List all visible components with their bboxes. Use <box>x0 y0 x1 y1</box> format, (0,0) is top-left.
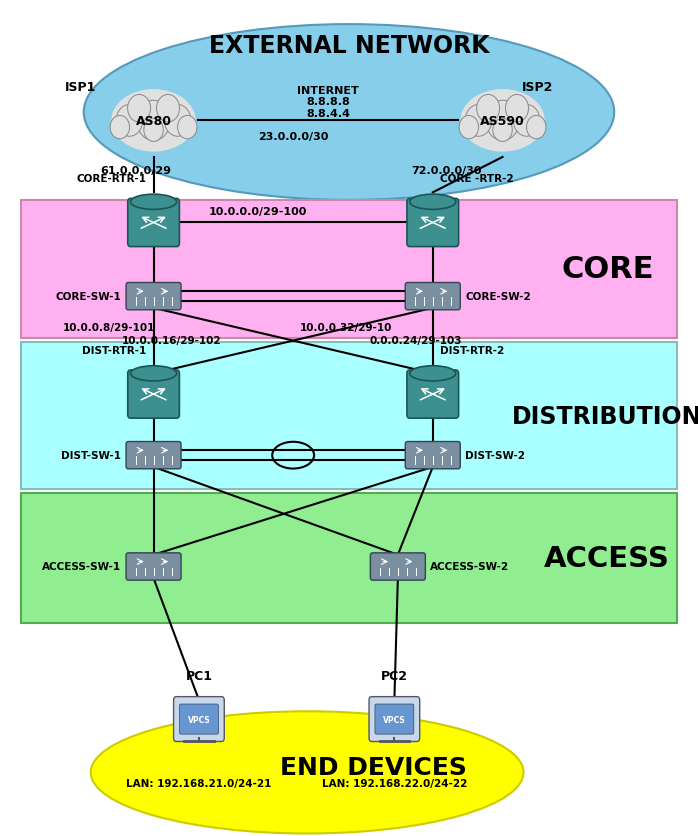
FancyBboxPatch shape <box>126 442 181 469</box>
Ellipse shape <box>131 366 177 381</box>
FancyBboxPatch shape <box>21 343 677 489</box>
Circle shape <box>128 95 151 123</box>
Text: 23.0.0.0/30: 23.0.0.0/30 <box>258 132 328 142</box>
Circle shape <box>477 95 500 123</box>
Ellipse shape <box>112 90 195 152</box>
Text: VPCS: VPCS <box>188 715 210 724</box>
FancyBboxPatch shape <box>407 199 459 247</box>
Circle shape <box>526 116 546 140</box>
Text: ACCESS-SW-2: ACCESS-SW-2 <box>430 562 510 572</box>
Text: AS80: AS80 <box>135 115 172 128</box>
FancyBboxPatch shape <box>128 370 179 419</box>
FancyBboxPatch shape <box>128 199 179 247</box>
Ellipse shape <box>410 366 456 381</box>
Circle shape <box>493 119 512 142</box>
Text: ACCESS: ACCESS <box>544 544 670 573</box>
Text: LAN: 192.168.22.0/24-22: LAN: 192.168.22.0/24-22 <box>322 778 467 788</box>
FancyBboxPatch shape <box>406 442 460 469</box>
Text: AS590: AS590 <box>480 115 525 128</box>
Circle shape <box>117 105 142 137</box>
Ellipse shape <box>461 90 544 152</box>
Text: ISP2: ISP2 <box>522 81 553 94</box>
Ellipse shape <box>410 195 456 210</box>
Text: VPCS: VPCS <box>383 715 406 724</box>
Text: ACCESS-SW-1: ACCESS-SW-1 <box>42 562 121 572</box>
Text: 0.0.0.24/29-103: 0.0.0.24/29-103 <box>370 335 463 345</box>
Circle shape <box>486 101 519 141</box>
Text: CORE-SW-1: CORE-SW-1 <box>55 292 121 302</box>
Text: END DEVICES: END DEVICES <box>280 756 467 779</box>
Circle shape <box>156 95 179 123</box>
Text: DISTRIBUTION: DISTRIBUTION <box>512 405 698 428</box>
Text: 10.0.0.16/29-102: 10.0.0.16/29-102 <box>122 335 222 345</box>
Ellipse shape <box>91 711 524 833</box>
Text: CORE: CORE <box>561 255 653 283</box>
Circle shape <box>466 105 491 137</box>
FancyBboxPatch shape <box>126 283 181 310</box>
Circle shape <box>177 116 197 140</box>
FancyBboxPatch shape <box>371 553 425 580</box>
FancyBboxPatch shape <box>406 283 460 310</box>
Text: CORE-SW-2: CORE-SW-2 <box>465 292 531 302</box>
Text: DIST-RTR-2: DIST-RTR-2 <box>440 345 504 355</box>
Circle shape <box>459 116 479 140</box>
Ellipse shape <box>131 195 177 210</box>
FancyBboxPatch shape <box>369 697 419 742</box>
Text: LAN: 192.168.21.0/24-21: LAN: 192.168.21.0/24-21 <box>126 778 272 788</box>
FancyBboxPatch shape <box>126 553 181 580</box>
Text: 10.0.0.32/29-10: 10.0.0.32/29-10 <box>300 323 392 333</box>
FancyBboxPatch shape <box>21 201 677 339</box>
FancyBboxPatch shape <box>174 697 224 742</box>
Text: 10.0.0.8/29-101: 10.0.0.8/29-101 <box>63 323 155 333</box>
Circle shape <box>144 119 163 142</box>
Circle shape <box>165 105 191 137</box>
Text: DIST-SW-2: DIST-SW-2 <box>465 451 525 461</box>
Text: DIST-RTR-1: DIST-RTR-1 <box>82 345 147 355</box>
Text: CORE -RTR-2: CORE -RTR-2 <box>440 174 513 184</box>
Text: CORE-RTR-1: CORE-RTR-1 <box>77 174 147 184</box>
Text: ISP1: ISP1 <box>65 81 96 94</box>
Circle shape <box>505 95 528 123</box>
Text: DIST-SW-1: DIST-SW-1 <box>61 451 121 461</box>
Ellipse shape <box>84 25 614 201</box>
Circle shape <box>514 105 540 137</box>
Text: 72.0.0.0/30: 72.0.0.0/30 <box>411 166 482 176</box>
FancyBboxPatch shape <box>407 370 459 419</box>
FancyBboxPatch shape <box>21 493 677 623</box>
FancyBboxPatch shape <box>179 704 218 734</box>
FancyBboxPatch shape <box>375 704 414 734</box>
Circle shape <box>137 101 170 141</box>
Circle shape <box>110 116 130 140</box>
Text: 10.0.0.0/29-100: 10.0.0.0/29-100 <box>209 206 307 217</box>
Text: PC2: PC2 <box>381 669 408 682</box>
Text: PC1: PC1 <box>186 669 212 682</box>
Text: 61.0.0.0/29: 61.0.0.0/29 <box>101 166 172 176</box>
Text: EXTERNAL NETWORK: EXTERNAL NETWORK <box>209 34 489 58</box>
Text: INTERNET
8.8.8.8
8.8.4.4: INTERNET 8.8.8.8 8.8.4.4 <box>297 85 359 119</box>
